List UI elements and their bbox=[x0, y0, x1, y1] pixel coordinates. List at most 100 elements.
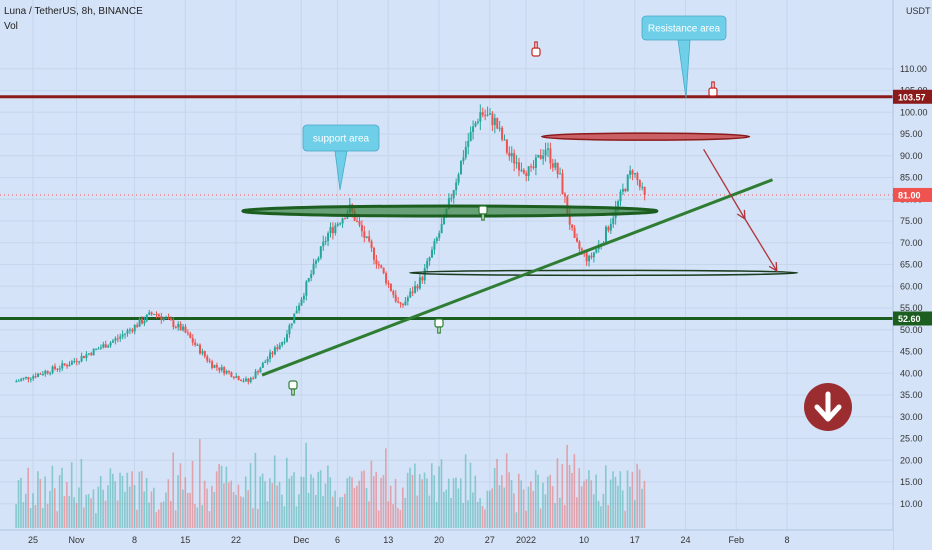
candle-body bbox=[252, 378, 255, 380]
volume-bar bbox=[496, 458, 498, 528]
rising-trendline[interactable] bbox=[261, 178, 774, 377]
candle-body bbox=[307, 278, 310, 282]
volume-bar bbox=[99, 476, 102, 528]
volume-bar bbox=[232, 492, 235, 528]
volume-bar bbox=[481, 505, 484, 528]
candle-body bbox=[578, 241, 581, 249]
candle-body bbox=[261, 362, 264, 368]
volume-bar bbox=[68, 495, 71, 528]
volume-bar bbox=[491, 488, 494, 528]
candle-body bbox=[573, 227, 576, 238]
price-tag-label: 52.60 bbox=[898, 314, 921, 324]
volume-bar bbox=[580, 486, 583, 528]
volume-bar bbox=[430, 463, 433, 528]
candle-body bbox=[561, 173, 564, 194]
resistance-area-ellipse[interactable] bbox=[540, 132, 751, 141]
volume-bar bbox=[264, 481, 266, 528]
volume-bar bbox=[443, 491, 445, 528]
volume-bar bbox=[102, 489, 104, 528]
volume-bar bbox=[307, 492, 310, 528]
support-area-callout-text: support area bbox=[313, 134, 370, 145]
candle-body bbox=[87, 353, 90, 355]
volume-bar bbox=[73, 497, 75, 528]
volume-bar bbox=[237, 484, 240, 528]
projection-arrow-1[interactable] bbox=[703, 148, 746, 220]
volume-bar bbox=[310, 474, 312, 528]
volume-bar bbox=[172, 452, 175, 528]
time-tick-label: 2022 bbox=[516, 535, 536, 545]
candle-body bbox=[619, 191, 622, 202]
volume-bar bbox=[604, 465, 607, 528]
candle-body bbox=[387, 283, 390, 285]
candle-body bbox=[165, 317, 168, 319]
volume-bar bbox=[302, 477, 305, 528]
volume-bar bbox=[462, 502, 465, 528]
volume-bar bbox=[85, 494, 88, 528]
volume-bar bbox=[288, 478, 291, 528]
candle-body bbox=[184, 326, 187, 333]
candle-body bbox=[481, 112, 484, 116]
candle-body bbox=[34, 376, 37, 378]
volume-bar bbox=[220, 465, 223, 528]
candle-body bbox=[370, 241, 373, 248]
price-tick-label: 45.00 bbox=[900, 347, 923, 357]
hand-finger bbox=[481, 213, 485, 221]
volume-bar bbox=[626, 470, 629, 528]
candle-body bbox=[394, 294, 397, 302]
volume-bar bbox=[549, 474, 552, 528]
drawings[interactable]: support area Resistance area bbox=[241, 15, 852, 431]
candle-body bbox=[179, 323, 182, 331]
volume-bar bbox=[213, 491, 216, 528]
time-axis[interactable]: 25 Nov 8 15 22 Dec 6 13 20 27 2022 10 17 24 Feb 8 bbox=[0, 529, 893, 550]
volume-bar bbox=[631, 471, 634, 528]
volume-bar bbox=[46, 503, 49, 528]
time-tick-label: 27 bbox=[485, 535, 495, 545]
candle-body bbox=[341, 218, 344, 224]
resistance-area-callout[interactable]: Resistance area bbox=[641, 15, 727, 99]
volume-bar bbox=[109, 468, 112, 528]
candle-body bbox=[556, 162, 559, 175]
support-area-ellipse[interactable] bbox=[241, 204, 659, 218]
volume-bar bbox=[273, 455, 276, 528]
candle-body bbox=[136, 324, 139, 327]
candle-body bbox=[513, 153, 516, 164]
candle-body bbox=[20, 379, 23, 381]
volume-bar bbox=[607, 505, 610, 528]
price-tick-label: 100.00 bbox=[900, 107, 928, 117]
volume-bar bbox=[136, 509, 138, 528]
projection-arrow-2[interactable] bbox=[744, 218, 778, 272]
price-tag bbox=[893, 187, 932, 202]
candle-body bbox=[464, 146, 467, 158]
candle-body bbox=[198, 344, 201, 354]
candle-body bbox=[256, 371, 259, 373]
lower-range-ellipse[interactable] bbox=[408, 269, 799, 277]
volume-bar bbox=[515, 512, 518, 528]
price-axis[interactable]: 10.00 15.00 20.00 25.00 30.00 35.00 40.00 45.00… bbox=[892, 0, 932, 550]
volume-bar bbox=[211, 485, 213, 528]
support-area-callout[interactable]: support area bbox=[302, 124, 380, 191]
volume-bar bbox=[41, 508, 44, 528]
volume-bar bbox=[322, 495, 324, 528]
volume-bar bbox=[111, 473, 114, 528]
volume-bar bbox=[56, 511, 59, 528]
candle-body bbox=[121, 334, 124, 337]
candle-body bbox=[329, 227, 332, 234]
candle-body bbox=[111, 340, 114, 343]
price-tick-label: 85.00 bbox=[900, 173, 923, 183]
volume-bar bbox=[382, 475, 385, 528]
candle-body bbox=[416, 285, 419, 289]
candle-body bbox=[259, 367, 262, 373]
candle-body bbox=[607, 226, 610, 231]
candle-body bbox=[392, 291, 395, 295]
volume-bar bbox=[218, 464, 220, 528]
candle-body bbox=[636, 173, 639, 181]
volume-bar bbox=[300, 476, 303, 528]
candle-body bbox=[380, 265, 383, 268]
volume-bar bbox=[271, 483, 274, 528]
candle-body bbox=[177, 323, 180, 328]
candle-body bbox=[32, 376, 35, 379]
volume-bar bbox=[392, 504, 394, 528]
volume-bar bbox=[532, 490, 535, 528]
volume-bar bbox=[331, 496, 334, 528]
